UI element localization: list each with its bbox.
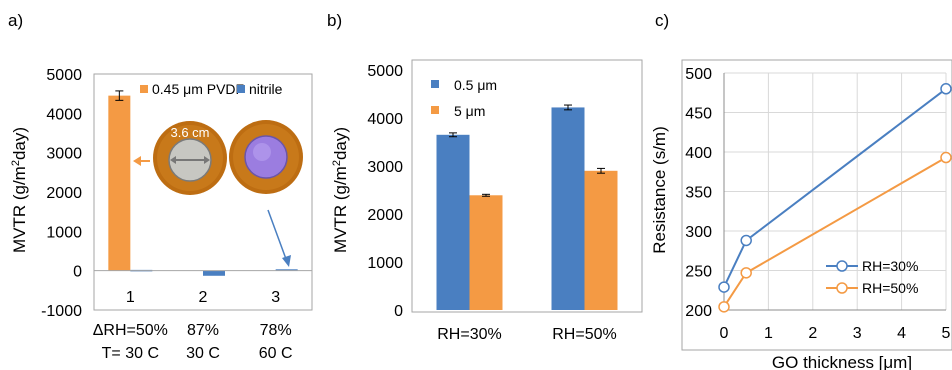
chart-b-bar bbox=[584, 170, 618, 310]
chart-c-y-tick-label: 400 bbox=[685, 145, 712, 162]
chart-a-frame bbox=[93, 73, 313, 311]
chart-a-y-tick-label: 1000 bbox=[46, 224, 82, 241]
chart-b-bar bbox=[436, 134, 470, 310]
size-label: 3.6 cm bbox=[170, 125, 209, 140]
chart-a-bar bbox=[108, 95, 131, 271]
arrow-head-right-icon bbox=[204, 156, 210, 164]
chart-b-y-tick-label: 3000 bbox=[367, 159, 403, 176]
chart-b-y-tick-label: 4000 bbox=[367, 111, 403, 128]
chart-b-bar bbox=[551, 107, 585, 310]
chart-b-legend-label: 5 μm bbox=[454, 103, 485, 119]
chart-b-category-label: RH=30% bbox=[437, 326, 501, 343]
chart-c-legend-marker bbox=[836, 282, 848, 294]
condition-line-2: T= 30 C bbox=[102, 345, 159, 362]
panel-label-c: c) bbox=[655, 11, 669, 30]
condition-line-1: 87% bbox=[187, 322, 219, 339]
chart-c-y-axis-label: Resistance (s/m) bbox=[650, 126, 669, 254]
chart-c-x-tick-label: 4 bbox=[897, 325, 906, 342]
panel-label-a: a) bbox=[8, 11, 23, 30]
chart-a-y-tick-label: 5000 bbox=[46, 67, 82, 84]
annotation-arrow-blue bbox=[267, 209, 287, 260]
chart-a-y-axis-label: MVTR (g/m2day) bbox=[10, 127, 29, 253]
chart-b-bar bbox=[469, 195, 503, 310]
chart-c-legend-label: RH=50% bbox=[862, 280, 918, 296]
chart-a-y-tick-label: 3000 bbox=[46, 146, 82, 163]
chart-b: MVTR (g/m2day) 0 1000 2000 3000 4000 5000 RH=… bbox=[331, 59, 643, 343]
photo-sample-pvdf: 3.6 cm bbox=[153, 121, 227, 195]
chart-b-legend-label: 0.5 μm bbox=[454, 77, 497, 93]
chart-c-frame bbox=[681, 59, 952, 351]
chart-c-y-tick-label: 450 bbox=[685, 106, 712, 123]
chart-a-legend-label: nitrile bbox=[249, 81, 283, 97]
chart-a-category-label: 3 bbox=[271, 289, 280, 306]
chart-a-bar bbox=[275, 269, 298, 271]
chart-c-x-axis-label: GO thickness [μm] bbox=[772, 353, 912, 370]
chart-c-y-tick-label: 350 bbox=[685, 185, 712, 202]
condition-line-2: 60 C bbox=[259, 345, 293, 362]
chart-a-category-label: 2 bbox=[199, 289, 208, 306]
chart-a-legend-label: 0.45 μm PVDF bbox=[152, 81, 244, 97]
chart-c-point bbox=[718, 301, 730, 313]
chart-a-y-tick-label: 2000 bbox=[46, 185, 82, 202]
chart-b-frame bbox=[411, 59, 643, 313]
chart-c-legend-marker bbox=[836, 260, 848, 272]
chart-a-bar bbox=[203, 270, 225, 276]
chart-c-y-tick-label: 200 bbox=[685, 303, 712, 320]
photo-sample-nitrile bbox=[229, 120, 303, 194]
chart-b-y-tick-label: 2000 bbox=[367, 207, 403, 224]
chart-b-category-label: RH=50% bbox=[552, 326, 616, 343]
chart-c-point bbox=[740, 234, 752, 247]
chart-c: Resistance (s/m) GO thickness [μm] 20025… bbox=[650, 59, 952, 370]
chart-b-legend-swatch bbox=[431, 80, 439, 88]
chart-c-y-tick-label: 500 bbox=[685, 66, 712, 83]
chart-a: MVTR (g/m2day) -1000 0 1000 2000 3000 4000 500… bbox=[10, 67, 313, 362]
chart-b-y-axis-label: MVTR (g/m2day) bbox=[331, 127, 350, 253]
chart-c-x-tick-label: 3 bbox=[853, 325, 862, 342]
chart-b-y-tick-label: 0 bbox=[394, 303, 403, 320]
chart-a-legend-swatch bbox=[237, 85, 245, 93]
chart-a-y-tick-label: 0 bbox=[73, 264, 82, 281]
condition-line-1: ΔRH=50% bbox=[93, 322, 168, 339]
panel-label-b: b) bbox=[327, 11, 342, 30]
chart-b-y-tick-label: 5000 bbox=[367, 63, 403, 80]
arrow-head-blue-icon bbox=[282, 255, 291, 267]
chart-c-x-tick-label: 1 bbox=[764, 325, 773, 342]
chart-c-y-tick-label: 250 bbox=[685, 264, 712, 281]
condition-line-2: 30 C bbox=[186, 345, 220, 362]
chart-c-point bbox=[740, 267, 752, 279]
condition-line-1: 78% bbox=[260, 322, 292, 339]
chart-c-x-tick-label: 0 bbox=[720, 325, 729, 342]
arrow-head-left-icon bbox=[170, 156, 176, 164]
chart-c-x-tick-label: 5 bbox=[942, 325, 951, 342]
chart-b-legend-swatch bbox=[431, 106, 439, 114]
chart-a-y-tick-label: 4000 bbox=[46, 106, 82, 123]
chart-a-category-label: 1 bbox=[126, 289, 135, 306]
chart-a-legend-swatch bbox=[140, 85, 148, 93]
film-highlight bbox=[253, 143, 271, 161]
chart-c-y-tick-label: 300 bbox=[685, 224, 712, 241]
chart-c-x-tick-label: 2 bbox=[808, 325, 817, 342]
chart-c-point bbox=[718, 281, 730, 293]
chart-c-point bbox=[940, 151, 952, 164]
arrow-head-orange-icon bbox=[133, 156, 141, 166]
chart-b-y-tick-label: 1000 bbox=[367, 255, 403, 272]
chart-c-legend-label: RH=30% bbox=[862, 258, 918, 274]
chart-a-y-tick-label: -1000 bbox=[41, 303, 82, 320]
chart-c-point bbox=[940, 83, 952, 95]
